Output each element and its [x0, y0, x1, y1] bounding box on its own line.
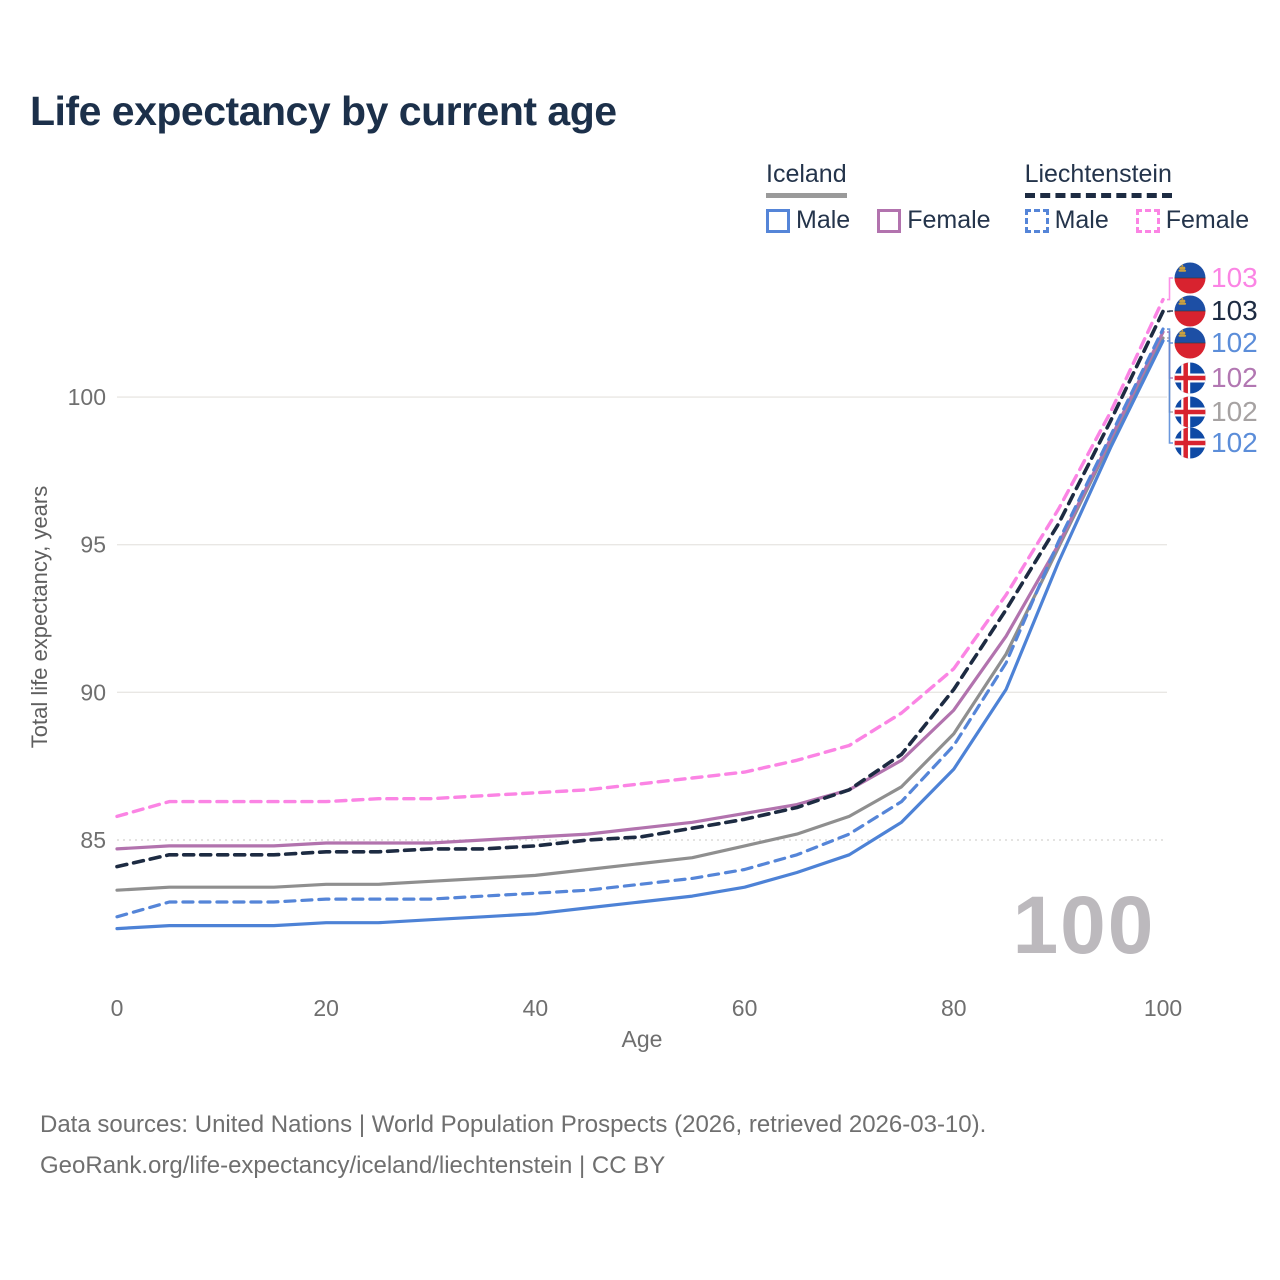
x-tick-80: 80 — [941, 995, 967, 1021]
page-title: Life expectancy by current age — [30, 88, 617, 134]
flag-liechtenstein-icon — [1174, 295, 1206, 327]
legend-items-iceland: Male Female — [766, 206, 991, 235]
liechtenstein-female-swatch-icon — [1135, 208, 1160, 233]
end-value-label-liechtenstein-female: 103 — [1211, 262, 1258, 293]
legend-group-title-liechtenstein[interactable]: Liechtenstein — [1024, 160, 1172, 198]
flag-liechtenstein-icon — [1174, 262, 1206, 294]
legend-items-liechtenstein: Male Female — [1024, 206, 1250, 235]
data-source-note: Data sources: United Nations | World Pop… — [40, 1104, 986, 1186]
end-label-connector-iceland-male — [1167, 340, 1173, 444]
end-label-connector-liechtenstein-female — [1167, 277, 1173, 301]
flag-iceland-icon — [1174, 427, 1206, 459]
series-line-liechtenstein-male[interactable] — [115, 327, 1165, 919]
x-tick-20: 20 — [313, 995, 339, 1021]
x-tick-40: 40 — [523, 995, 549, 1021]
legend-item-label: Female — [907, 206, 991, 234]
y-tick-90: 90 — [80, 679, 106, 705]
legend-item-liechtenstein-female[interactable]: Female — [1135, 206, 1250, 235]
end-label-connector-liechtenstein-male — [1167, 328, 1173, 344]
end-value-label-liechtenstein: 103 — [1211, 295, 1258, 326]
age-watermark: 100 — [1013, 880, 1156, 971]
data-source-line2: GeoRank.org/life-expectancy/iceland/liec… — [40, 1152, 666, 1179]
y-axis-label: Total life expectancy, years — [27, 486, 52, 749]
series-line-iceland-male[interactable] — [115, 339, 1165, 931]
legend-item-liechtenstein-male[interactable]: Male — [1024, 206, 1109, 235]
series-line-liechtenstein-female[interactable] — [115, 297, 1165, 819]
end-value-label-iceland-female: 102 — [1211, 362, 1258, 393]
y-tick-100: 100 — [68, 384, 106, 410]
flag-iceland-icon — [1174, 396, 1206, 428]
flag-liechtenstein-icon — [1174, 327, 1206, 359]
end-value-label-iceland: 102 — [1211, 396, 1258, 427]
x-tick-0: 0 — [111, 995, 124, 1021]
iceland-female-swatch-icon — [877, 208, 902, 233]
legend-item-label: Male — [1054, 206, 1109, 234]
series-line-iceland-female[interactable] — [115, 330, 1165, 851]
chart-legend: Iceland Male Female Liechtenstein Male F… — [766, 160, 1249, 235]
iceland-male-swatch-icon — [766, 208, 790, 233]
end-value-label-liechtenstein-male: 102 — [1211, 327, 1258, 358]
legend-item-label: Male — [796, 206, 851, 234]
y-tick-85: 85 — [80, 827, 106, 853]
series-line-liechtenstein[interactable] — [115, 309, 1165, 869]
end-value-label-iceland-male: 102 — [1211, 427, 1258, 458]
legend-group-liechtenstein: Liechtenstein Male Female — [1024, 160, 1250, 235]
x-axis-label: Age — [622, 1026, 663, 1052]
legend-item-iceland-female[interactable]: Female — [877, 206, 991, 235]
series-line-iceland[interactable] — [115, 336, 1165, 892]
y-tick-95: 95 — [80, 532, 106, 558]
legend-item-label: Female — [1165, 206, 1250, 234]
flag-iceland-icon — [1174, 362, 1206, 394]
legend-group-title-iceland[interactable]: Iceland — [766, 160, 847, 198]
x-tick-60: 60 — [732, 995, 758, 1021]
liechtenstein-male-swatch-icon — [1024, 208, 1049, 233]
x-tick-100: 100 — [1144, 995, 1182, 1021]
legend-item-iceland-male[interactable]: Male — [766, 206, 850, 235]
legend-group-iceland: Iceland Male Female — [766, 160, 991, 235]
data-source-line1: Data sources: United Nations | World Pop… — [40, 1111, 987, 1138]
